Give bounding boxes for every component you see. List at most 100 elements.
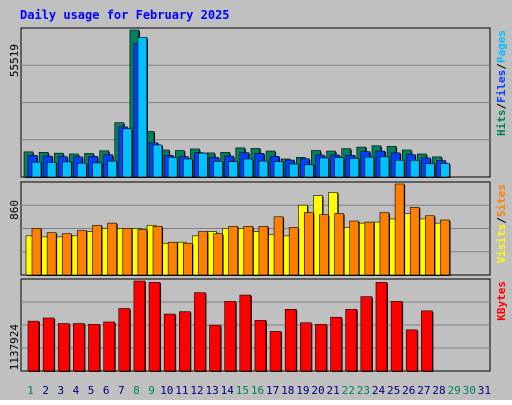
bar-sites-day-26 (409, 206, 420, 276)
day-label-5: 5 (88, 384, 95, 397)
bar-sites-day-23 (364, 221, 375, 276)
y-max-label: 55519 (8, 44, 21, 77)
bar-pages-day-23 (364, 156, 375, 178)
bar-sites-day-17 (273, 216, 284, 276)
day-label-13: 13 (205, 384, 218, 397)
bar-pages-day-12 (198, 152, 208, 178)
bar-kbytes-day-11 (178, 311, 191, 372)
bar-pages-day-16 (258, 160, 269, 178)
y-max-label: 1137924 (8, 324, 21, 371)
panel-hits-files-pages: 55519 Hits/Files/Pages (8, 27, 508, 179)
day-label-2: 2 (42, 384, 49, 397)
bar-sites-day-1 (31, 228, 42, 276)
bar-pages-day-20 (319, 157, 329, 178)
day-label-1: 1 (27, 384, 34, 397)
day-label-8: 8 (133, 384, 140, 397)
bar-kbytes-day-20 (315, 324, 327, 372)
bar-sites-day-15 (243, 226, 254, 276)
day-label-28: 28 (432, 384, 445, 397)
bar-sites-day-5 (92, 224, 102, 276)
bar-pages-day-26 (409, 160, 420, 178)
bar-sites-day-24 (379, 212, 390, 276)
day-label-29: 29 (448, 384, 461, 397)
day-label-27: 27 (417, 384, 430, 397)
day-label-9: 9 (148, 384, 155, 397)
bar-pages-day-5 (92, 162, 102, 178)
chart-panels: 55519 Hits/Files/Pages 860 Visits/Sites 1137… (8, 27, 508, 372)
bar-pages-day-4 (77, 162, 87, 178)
bar-kbytes-day-2 (42, 317, 55, 372)
bar-sites-day-11 (182, 242, 193, 276)
day-label-17: 17 (266, 384, 279, 397)
bar-sites-day-14 (228, 226, 238, 276)
panel-kbytes: 1137924 KBytes (8, 278, 508, 372)
day-axis: 1 2 3 4 5 6 7 8 9 10 11 12 13 14 15 16 17 18 19 20 21 22 23 24 2… (27, 384, 491, 397)
bar-pages-day-22 (349, 158, 360, 178)
bar-sites-day-22 (349, 220, 360, 276)
day-label-10: 10 (160, 384, 173, 397)
y-max-label: 860 (8, 200, 21, 220)
bar-kbytes-day-9 (148, 282, 161, 372)
bar-pages-day-15 (243, 158, 254, 178)
bar-pages-day-7 (122, 128, 133, 178)
day-label-11: 11 (175, 384, 188, 397)
bar-pages-day-19 (304, 164, 314, 178)
bar-kbytes-day-16 (254, 320, 267, 372)
bar-pages-day-18 (288, 163, 299, 178)
day-label-24: 24 (372, 384, 386, 397)
legend-item: KBytes (495, 281, 508, 321)
bar-kbytes-day-4 (73, 323, 85, 372)
legend-item: Visits (495, 224, 508, 264)
bar-pages-day-17 (273, 161, 284, 178)
day-label-16: 16 (251, 384, 264, 397)
bar-sites-day-7 (122, 228, 133, 276)
bar-pages-day-1 (31, 161, 42, 178)
day-label-23: 23 (357, 384, 370, 397)
day-label-31: 31 (478, 384, 491, 397)
day-label-12: 12 (190, 384, 203, 397)
bar-pages-day-28 (440, 163, 450, 178)
bar-kbytes-day-22 (345, 309, 358, 372)
day-label-19: 19 (296, 384, 309, 397)
day-label-6: 6 (103, 384, 110, 397)
bar-kbytes-day-6 (103, 321, 115, 372)
panel-visits-sites: 860 Visits/Sites (8, 181, 508, 276)
bar-kbytes-day-18 (284, 309, 297, 372)
day-label-3: 3 (58, 384, 65, 397)
bar-kbytes-day-15 (239, 294, 252, 372)
bar-kbytes-day-14 (224, 301, 236, 372)
legend-item: Sites (495, 184, 508, 217)
day-label-7: 7 (118, 384, 125, 397)
legend-item: / (495, 217, 508, 224)
bar-sites-day-9 (152, 226, 163, 276)
bar-pages-day-3 (61, 161, 72, 178)
bar-kbytes-day-21 (330, 316, 342, 372)
bar-kbytes-day-5 (88, 324, 100, 372)
bar-kbytes-day-8 (133, 280, 146, 372)
bar-sites-day-8 (137, 229, 148, 276)
legend-item: Pages (495, 30, 508, 63)
bar-kbytes-day-12 (194, 292, 206, 372)
bar-kbytes-day-10 (163, 313, 176, 372)
bar-pages-day-14 (228, 161, 238, 178)
bar-pages-day-27 (425, 163, 435, 178)
bar-pages-day-2 (46, 162, 57, 178)
bar-pages-day-25 (394, 160, 405, 178)
bar-sites-day-27 (425, 215, 435, 276)
bar-kbytes-day-27 (421, 310, 433, 372)
bar-sites-day-3 (61, 233, 72, 276)
bar-kbytes-day-7 (118, 308, 131, 372)
bar-sites-day-2 (46, 232, 57, 276)
bar-pages-day-11 (182, 158, 193, 178)
bar-sites-day-13 (213, 233, 223, 276)
legend: KBytes (495, 281, 508, 321)
bar-sites-day-18 (288, 227, 299, 276)
bar-kbytes-day-24 (375, 282, 388, 372)
bar-kbytes-day-19 (300, 322, 312, 372)
chart-title: Daily usage for February 2025 (20, 8, 230, 22)
legend: Visits/Sites (495, 184, 508, 264)
legend: Hits/Files/Pages (495, 30, 508, 136)
legend-item: Files (495, 70, 508, 103)
